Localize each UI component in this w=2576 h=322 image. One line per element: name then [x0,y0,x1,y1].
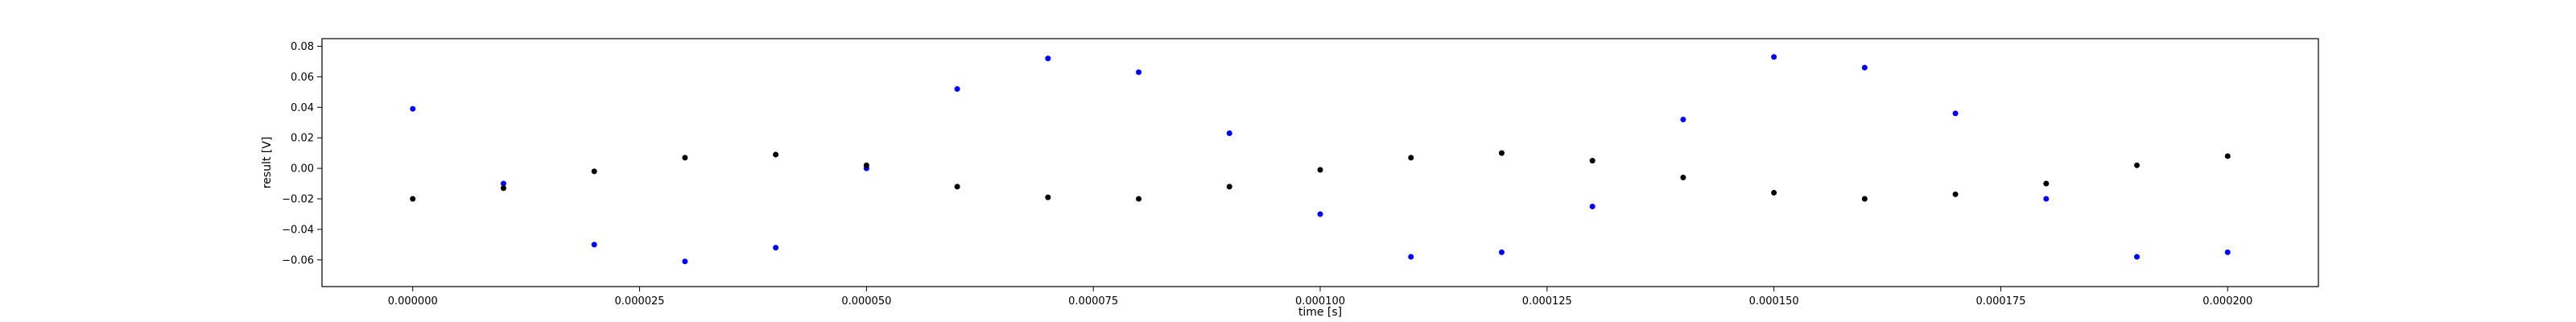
series-1-point [500,180,506,187]
series-2-point [1045,194,1051,200]
y-tick-label: 0.04 [291,102,314,114]
series-2-point [773,151,779,158]
x-tick-label: 0.000025 [615,295,665,308]
series-2-point [1952,191,1959,197]
series-2-point [1136,196,1142,202]
series-2-point [1771,189,1777,196]
x-tick-label: 0.000175 [1975,295,2025,308]
series-1-point [1952,110,1959,117]
series-1-point [591,242,597,248]
series-1-point [1680,116,1686,122]
series-1-point [1589,203,1596,209]
series-1-point [2224,249,2231,255]
y-tick-label: −0.02 [282,194,314,206]
series-2-point [1589,158,1596,164]
y-tick-label: −0.06 [282,254,314,266]
series-1-point [1771,54,1777,60]
x-tick-label: 0.000100 [1295,295,1345,308]
series-2-point [863,162,869,168]
x-axis: 0.000000 0.000025 0.000050 0.000075 0.000100… [388,287,2252,308]
series-1-point [1045,56,1051,62]
series-2-point [1317,167,1323,173]
y-tick-label: 0.06 [291,72,314,84]
series-1-point [1861,64,1868,71]
series-1-point [1498,249,1505,255]
series-2-point [1408,155,1414,161]
y-axis-title: result [V] [261,137,274,189]
series-2-point [954,184,960,190]
y-tick-label: −0.04 [282,224,314,236]
x-tick-label: 0.000150 [1749,295,1799,308]
series-1-point [1226,130,1232,137]
series-1-point [2134,254,2140,260]
series-2-point [1861,196,1868,202]
series-2-point [682,155,688,161]
y-tick-label: 0.00 [291,163,314,175]
x-tick-label: 0.000200 [2202,295,2252,308]
x-axis-title: time [s] [1298,306,1342,319]
series-1-point [1408,254,1414,260]
series-2-point [591,168,597,175]
x-tick-label: 0.000050 [841,295,891,308]
series-1-point [1136,69,1142,76]
series-1-point [954,86,960,93]
y-tick-label: 0.08 [291,41,314,53]
series-2-point [2224,153,2231,159]
series-1-point [682,258,688,265]
series-1-point [773,245,779,251]
series-1-point [410,105,416,112]
x-tick-label: 0.000075 [1068,295,1118,308]
axes-frame [321,38,2319,287]
series-2-point [1226,184,1232,190]
series-2-point [2043,180,2050,187]
x-tick-label: 0.000125 [1522,295,1572,308]
series-2-point [1498,150,1505,156]
series-2-point [2134,162,2140,168]
y-axis: −0.06 −0.04 −0.02 0.00 0.02 0.04 0.06 0.08 [282,41,322,266]
series-1-point [2043,196,2050,202]
series-2-point [410,196,416,202]
series-2-point [1680,174,1686,180]
series-2-points [410,150,2231,202]
y-tick-label: 0.02 [291,133,314,145]
series-2-point [500,185,506,192]
series-1-point [1317,211,1323,217]
data-points-layer [410,54,2231,265]
series-1-points [410,54,2231,265]
x-tick-label: 0.000000 [388,295,438,308]
